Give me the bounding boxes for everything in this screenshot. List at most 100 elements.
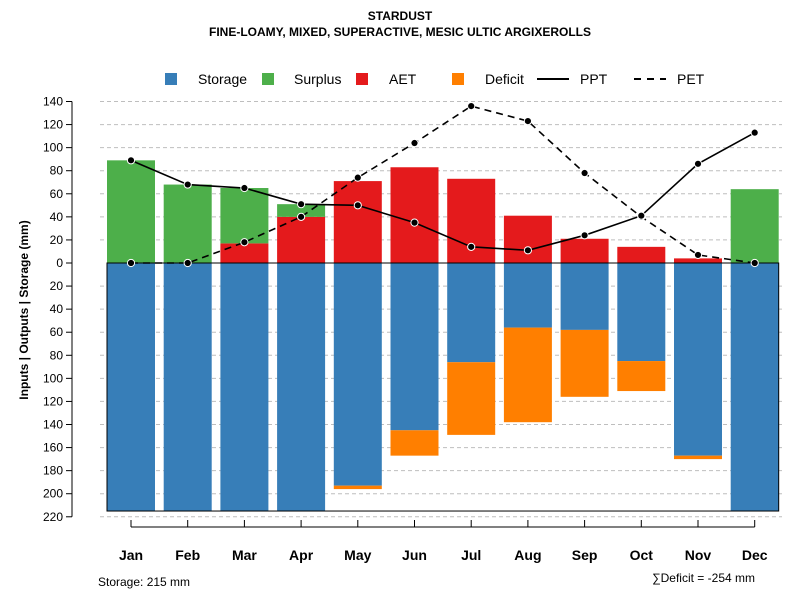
legend-aet-swatch: [356, 73, 368, 85]
storage-bar-jul: [447, 263, 496, 363]
x-tick-label-oct: Oct: [630, 547, 654, 563]
storage-bar-jun: [390, 263, 439, 431]
storage-bar-may: [333, 263, 382, 486]
y-tick-label: 20: [50, 233, 64, 247]
legend-aet-label: AET: [389, 71, 417, 87]
ppt-point-may: [353, 201, 362, 210]
storage-bar-aug: [503, 263, 552, 328]
deficit-bar-aug: [503, 327, 552, 423]
surplus-bar-feb: [163, 184, 212, 263]
pet-point-dec: [750, 258, 759, 268]
ppt-point-jul: [467, 242, 476, 251]
y-tick-label: 160: [43, 441, 63, 455]
ppt-point-aug: [523, 246, 533, 255]
legend-storage-label: Storage: [198, 71, 247, 87]
deficit-note: ∑Deficit = -254 mm: [652, 571, 755, 585]
deficit-bar-may: [333, 485, 382, 490]
aet-bar-mar: [220, 243, 269, 263]
ppt-point-sep: [580, 231, 589, 240]
ppt-line: [130, 131, 756, 252]
aet-bar-may: [333, 181, 382, 263]
aet-bar-sep: [560, 238, 609, 263]
y-tick-label: 0: [56, 256, 63, 270]
pet-point-feb: [183, 258, 192, 268]
x-tick-label-feb: Feb: [175, 547, 200, 563]
x-tick-label-nov: Nov: [685, 547, 712, 563]
storage-bar-oct: [617, 263, 666, 362]
ppt-point-dec: [750, 128, 759, 137]
aet-bar-aug: [503, 215, 552, 263]
x-tick-label-sep: Sep: [572, 547, 598, 563]
lines: [126, 102, 759, 268]
surplus-bar-apr: [277, 204, 326, 217]
x-tick-label-dec: Dec: [742, 547, 768, 563]
surplus-bar-jan: [107, 160, 155, 263]
storage-bar-jan: [107, 263, 155, 512]
aet-bar-oct: [617, 246, 666, 263]
legend: Storage Surplus AET Deficit PPT PET: [165, 71, 705, 87]
y-tick-label: 20: [50, 279, 64, 293]
aet-bar-jun: [390, 167, 439, 263]
ppt-point-feb: [183, 180, 192, 189]
pet-point-mar: [240, 238, 249, 247]
storage-bar-dec: [730, 263, 779, 512]
storage-bar-nov: [674, 263, 722, 456]
x-tick-label-mar: Mar: [232, 547, 257, 563]
ppt-point-mar: [240, 183, 249, 193]
surplus-bar-dec: [730, 189, 779, 263]
pet-point-apr: [297, 212, 306, 221]
y-tick-label: 100: [43, 371, 63, 385]
y-tick-label: 140: [43, 94, 63, 108]
ppt-point-jun: [410, 218, 419, 227]
pet-line: [131, 105, 755, 264]
y-tick-label: 180: [43, 464, 63, 478]
storage-bar-feb: [163, 263, 212, 512]
x-axis: Jan Feb Mar Apr May Jun Jul Aug Sep Oct Nov Dec: [119, 520, 768, 563]
ppt-point-jan: [126, 156, 136, 165]
y-tick-label: 60: [50, 187, 64, 201]
pet-point-jul: [467, 102, 476, 111]
storage-note: Storage: 215 mm: [98, 575, 190, 589]
x-tick-label-apr: Apr: [289, 547, 314, 563]
deficit-bar-nov: [674, 455, 722, 460]
chart-title: STARDUST: [368, 9, 433, 23]
legend-ppt-label: PPT: [580, 71, 608, 87]
aet-bar-nov: [674, 258, 722, 263]
y-tick-label: 200: [43, 487, 63, 501]
storage-bar-mar: [220, 263, 269, 512]
y-axis: 1401201008060402002040608010012014016018…: [43, 94, 73, 524]
pet-point-sep: [580, 168, 589, 178]
y-tick-label: 140: [43, 418, 63, 432]
pet-point-nov: [693, 250, 703, 260]
y-tick-label: 80: [50, 348, 64, 362]
deficit-bar-oct: [617, 361, 666, 392]
gridlines: [100, 100, 782, 518]
pet-point-jun: [410, 138, 419, 148]
pet-point-jan: [126, 258, 136, 268]
deficit-bar-sep: [560, 329, 609, 397]
y-tick-label: 40: [50, 210, 64, 224]
legend-surplus-swatch: [262, 73, 274, 85]
x-tick-label-jul: Jul: [461, 547, 481, 563]
y-tick-label: 80: [50, 164, 64, 178]
legend-storage-swatch: [165, 73, 177, 85]
ppt-point-oct: [637, 211, 646, 220]
y-tick-label: 40: [50, 302, 64, 316]
deficit-bar-jul: [447, 362, 496, 435]
ppt-point-apr: [297, 200, 306, 209]
ppt-point-nov: [693, 159, 703, 168]
pet-point-aug: [523, 117, 533, 126]
x-tick-label-jun: Jun: [402, 547, 427, 563]
legend-surplus-label: Surplus: [294, 71, 341, 87]
y-tick-label: 220: [43, 510, 63, 524]
y-axis-title: Inputs | Outputs | Storage (mm): [17, 220, 31, 399]
x-tick-label-may: May: [344, 547, 371, 563]
surplus-bar-mar: [220, 188, 269, 244]
y-tick-label: 100: [43, 141, 63, 155]
pet-point-may: [353, 173, 362, 182]
storage-bar-apr: [277, 263, 326, 512]
legend-pet-label: PET: [677, 71, 705, 87]
x-tick-label-aug: Aug: [514, 547, 541, 563]
deficit-bar-jun: [390, 430, 439, 456]
